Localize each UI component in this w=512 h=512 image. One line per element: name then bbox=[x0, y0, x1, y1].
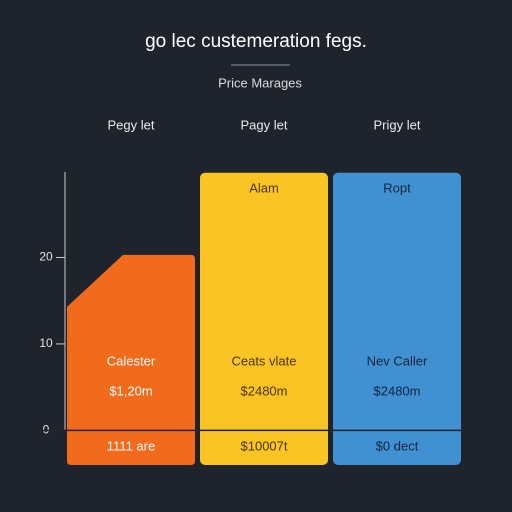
bar-footer: 1111 are bbox=[107, 438, 155, 453]
bar-name: Ceats vlate bbox=[231, 353, 296, 368]
bar-top-label: Ropt bbox=[383, 180, 411, 195]
chart-title: go lec custemeration fegs. bbox=[145, 31, 367, 52]
bar-amount: $1,20m bbox=[109, 383, 152, 398]
column-header: Pegy let bbox=[108, 117, 155, 132]
y-tick-label: 20 bbox=[39, 250, 53, 264]
bar-footer: $0 dect bbox=[376, 438, 419, 453]
column-header: Pagy let bbox=[241, 117, 288, 132]
y-tick-label: 10 bbox=[39, 336, 53, 350]
bar-footer: $10007t bbox=[241, 438, 288, 453]
bar-top-label: Alam bbox=[249, 180, 279, 195]
bar-amount: $2480m bbox=[374, 383, 421, 398]
bar-name: Calester bbox=[107, 353, 156, 368]
chart-subtitle: Price Marages bbox=[218, 75, 302, 90]
bar bbox=[333, 172, 461, 465]
y-tick-label: 0 bbox=[43, 423, 50, 437]
bar bbox=[200, 172, 328, 465]
bar bbox=[67, 254, 195, 465]
bar-amount: $2480m bbox=[241, 383, 288, 398]
bar-name: Nev Caller bbox=[367, 353, 428, 368]
column-header: Prigy let bbox=[374, 117, 421, 132]
